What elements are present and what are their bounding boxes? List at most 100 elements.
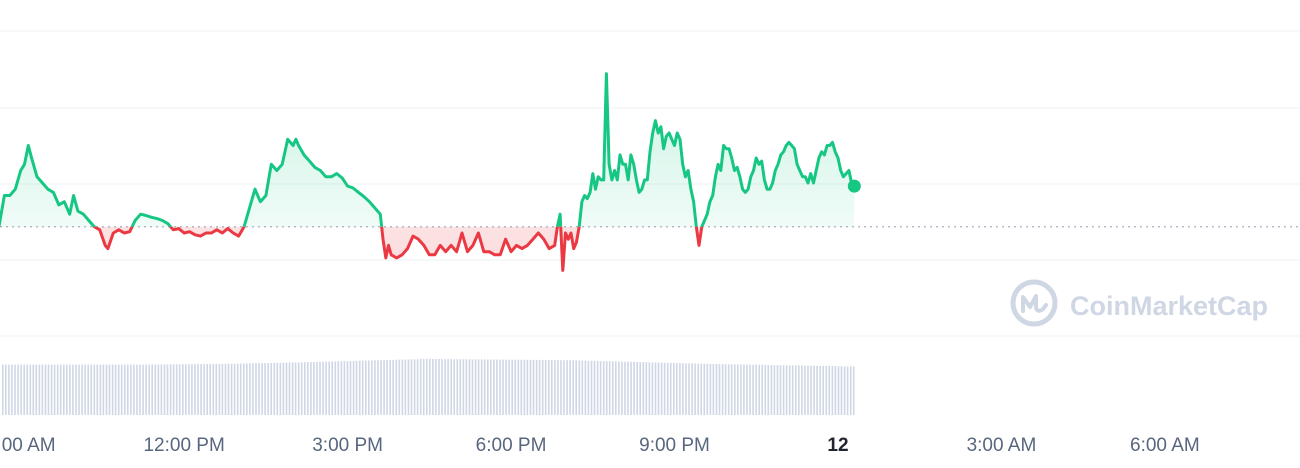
volume-bar [114, 364, 117, 415]
volume-bar [203, 364, 205, 415]
volume-bar [368, 360, 370, 415]
volume-bar [502, 359, 504, 415]
volume-bar [20, 364, 22, 415]
volume-bar [673, 362, 675, 415]
watermark-text: CoinMarketCap [1070, 291, 1268, 321]
volume-bar [660, 362, 663, 415]
volume-bar [331, 361, 333, 415]
volume-bar [285, 362, 288, 415]
x-axis: 9:00 AM 12:00 PM 3:00 PM 6:00 PM 9:00 PM 12 3:… [0, 435, 1200, 456]
volume-bar [578, 360, 581, 415]
volume-bar [846, 366, 849, 415]
volume-bar [282, 362, 285, 415]
volume-bar [221, 363, 224, 415]
volume-bar [294, 362, 297, 415]
volume-bar [352, 360, 355, 415]
volume-bar [148, 364, 150, 415]
volume-bar [11, 364, 13, 415]
volume-bar [627, 361, 629, 415]
volume-bar [191, 364, 193, 415]
volume-bar [93, 364, 96, 415]
volume-bar [743, 364, 745, 415]
volume-bar [706, 363, 709, 415]
volume-bar [761, 364, 763, 415]
volume-bar [563, 360, 565, 415]
volume-bar [389, 359, 391, 415]
x-tick-label: 9:00 PM [639, 435, 710, 456]
volume-bar [346, 361, 349, 415]
volume-bar [770, 365, 773, 415]
volume-bar [691, 363, 693, 415]
volume-bar [544, 360, 547, 415]
volume-bar [819, 365, 821, 415]
volume-bar [230, 363, 233, 415]
volume-bar [157, 364, 160, 415]
volume-bar [407, 359, 410, 415]
volume-bar [163, 364, 166, 415]
volume-bar [551, 360, 553, 415]
x-tick-label: 6:00 AM [1130, 435, 1200, 456]
volume-bar [575, 360, 577, 415]
volume-bar [450, 359, 452, 415]
volume-bar [596, 360, 599, 415]
volume-bar [69, 364, 71, 415]
volume-bar [764, 364, 767, 415]
volume-bar [404, 359, 407, 415]
volume-bar [801, 365, 803, 415]
volume-bar [32, 364, 35, 415]
volume-bar [355, 360, 358, 415]
volume-bar [810, 365, 812, 415]
volume-bar [105, 364, 108, 415]
volume-bar [172, 364, 175, 415]
volume-bar [267, 363, 269, 415]
volume-bar [666, 362, 669, 415]
volume-bar [669, 362, 672, 415]
volume-bar [590, 360, 593, 415]
volume-bar [581, 360, 584, 415]
volume-bar [779, 365, 782, 415]
volume-bar [749, 364, 751, 415]
volume-bar [17, 364, 19, 415]
volume-bar [75, 364, 77, 415]
volume-bar [358, 360, 361, 415]
volume-bar [785, 365, 788, 415]
volume-bar [804, 365, 806, 415]
volume-bar [663, 362, 666, 415]
volume-bar [444, 359, 446, 415]
volume-bar [160, 364, 163, 415]
volume-bar [432, 359, 434, 415]
volume-bar [398, 359, 401, 415]
volume-bar [471, 359, 474, 415]
volume-bar [249, 363, 251, 415]
volume-bar [453, 359, 455, 415]
x-tick-label: 3:00 PM [312, 435, 383, 456]
volume-bar [782, 365, 785, 415]
area-fill-up [0, 73, 855, 227]
volume-bar [361, 360, 364, 415]
volume-bar [721, 364, 724, 415]
volume-bar [2, 364, 4, 415]
volume-bar [252, 363, 254, 415]
volume-bar [243, 363, 245, 415]
volume-bar [343, 361, 346, 415]
volume-bar [297, 362, 300, 415]
volume-bar [185, 364, 187, 415]
volume-bar [773, 365, 776, 415]
volume-bar [26, 364, 28, 415]
volume-bar [740, 364, 742, 415]
volume-bar [813, 365, 815, 415]
volume-bar [624, 361, 626, 415]
price-line-down [0, 226, 704, 272]
x-tick-label: 12:00 PM [143, 435, 224, 456]
volume-bar [5, 364, 7, 415]
volume-bar [383, 360, 385, 415]
volume-bar [401, 359, 404, 415]
volume-bar [182, 364, 184, 415]
volume-bar [124, 364, 126, 415]
volume-bar [41, 364, 44, 415]
volume-bar [328, 361, 330, 415]
volume-bar [374, 360, 376, 415]
volume-bar [538, 359, 541, 415]
volume-bar [194, 364, 196, 415]
volume-bar [78, 364, 80, 415]
